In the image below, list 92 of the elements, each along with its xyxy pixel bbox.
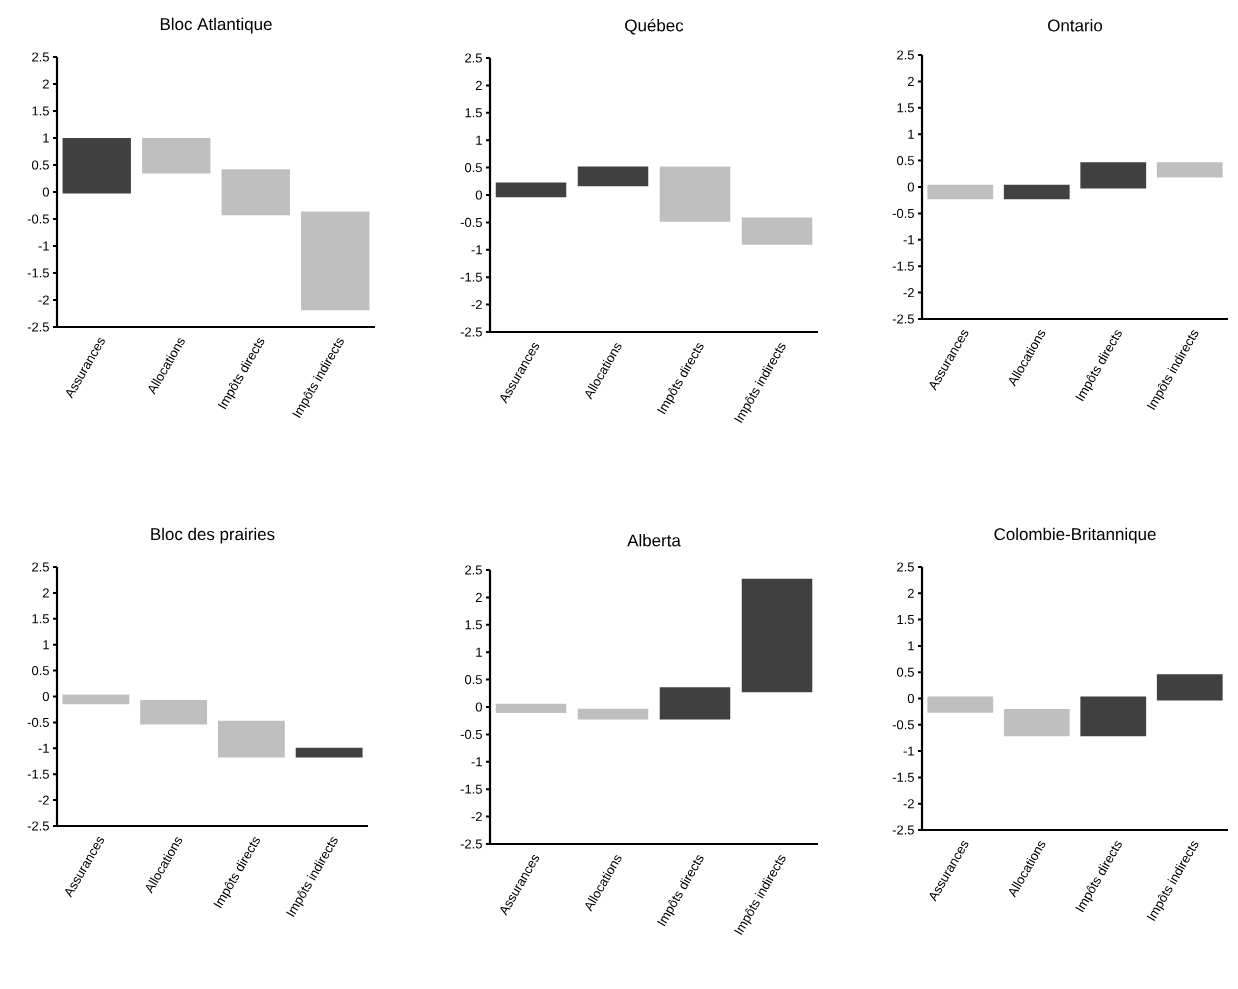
bar — [495, 182, 567, 198]
y-tick-label: 1 — [43, 133, 49, 143]
y-tick-label: -1.5 — [892, 772, 914, 782]
chart-title: Ontario — [1048, 19, 1103, 32]
chart-title: Québec — [625, 18, 684, 35]
y-tick-label: 1.5 — [32, 614, 49, 624]
bar — [1080, 696, 1147, 737]
y-tick-label: 2.5 — [32, 52, 49, 62]
bar — [62, 137, 131, 194]
y-tick-label: 1.5 — [465, 620, 482, 630]
y-tick-label: -2.5 — [27, 821, 49, 831]
y-tick-label: 0 — [475, 702, 482, 712]
y-tick-label: 2 — [907, 588, 914, 598]
bar — [301, 211, 370, 311]
bar — [927, 696, 994, 713]
y-tick-label: 0.5 — [896, 156, 914, 166]
y-tick-label: -1 — [471, 245, 482, 255]
bar — [577, 166, 649, 187]
y-tick-label: 1 — [476, 135, 482, 145]
y-tick-label: -2.5 — [460, 839, 482, 849]
y-tick-label: 2.5 — [897, 50, 914, 60]
y-tick-label: 1.5 — [897, 615, 914, 625]
y-tick-label: 2.5 — [32, 562, 49, 572]
bar — [62, 694, 130, 705]
y-tick-label: 2.5 — [465, 565, 482, 575]
y-tick-label: -1.5 — [27, 268, 49, 278]
bar — [1156, 674, 1223, 701]
bar — [1003, 709, 1070, 737]
y-tick-label: 0 — [42, 187, 49, 197]
y-tick-label: -2.5 — [27, 322, 49, 332]
chart-title: Alberta — [627, 534, 681, 547]
y-tick-label: 1 — [476, 647, 482, 657]
y-tick-label: -1.5 — [460, 784, 482, 794]
bar — [659, 166, 731, 222]
y-tick-label: 0 — [42, 691, 49, 702]
y-tick-label: 2 — [475, 592, 482, 602]
chart-title: Colombie-Britannique — [994, 527, 1156, 544]
y-tick-label: 2 — [475, 80, 482, 90]
y-tick-label: -1 — [471, 757, 482, 767]
bar — [741, 578, 813, 693]
y-tick-label: -0.5 — [27, 717, 49, 727]
y-tick-label: 0 — [907, 693, 914, 704]
y-tick-label: 0.5 — [31, 160, 49, 170]
y-tick-label: 2.5 — [465, 53, 482, 63]
bar — [142, 137, 211, 174]
chart-title: Bloc Atlantique — [160, 17, 272, 34]
y-tick-label: -0.5 — [27, 214, 49, 224]
bar — [741, 217, 813, 245]
y-tick-label: 2 — [42, 588, 49, 598]
bar — [140, 700, 208, 725]
y-tick-label: -2 — [471, 300, 482, 310]
y-tick-label: -1.5 — [27, 769, 49, 779]
bar — [659, 687, 731, 720]
y-tick-label: 1 — [908, 641, 914, 651]
y-tick-label: -0.5 — [892, 720, 914, 730]
y-tick-label: -0.5 — [460, 217, 482, 227]
y-tick-label: -1.5 — [892, 261, 914, 271]
y-tick-label: 1.5 — [465, 108, 482, 118]
bar — [295, 747, 363, 758]
y-tick-label: -2 — [38, 295, 49, 305]
y-tick-label: 1 — [43, 640, 49, 650]
chart-title: Bloc des prairies — [151, 527, 275, 544]
y-tick-label: 1.5 — [897, 103, 914, 113]
y-tick-label: 2 — [42, 79, 49, 89]
y-tick-label: -1 — [903, 746, 914, 756]
y-tick-label: 2 — [907, 76, 914, 86]
y-tick-label: -2.5 — [892, 314, 914, 324]
bar — [495, 703, 567, 714]
y-tick-label: -2 — [903, 288, 914, 298]
y-tick-label: -0.5 — [460, 729, 482, 739]
y-tick-label: -2 — [903, 799, 914, 809]
y-tick-label: 0.5 — [31, 666, 49, 676]
y-tick-label: -0.5 — [892, 208, 914, 218]
bar — [577, 708, 649, 720]
y-tick-label: -1 — [903, 235, 914, 245]
y-tick-label: 1 — [908, 129, 914, 139]
y-tick-label: -2.5 — [892, 825, 914, 835]
y-tick-label: 0.5 — [464, 162, 482, 173]
y-tick-label: -1.5 — [460, 272, 482, 282]
bar — [217, 720, 285, 758]
y-tick-label: 0.5 — [896, 667, 914, 677]
y-tick-label: 2.5 — [897, 562, 914, 572]
y-tick-label: -2 — [38, 795, 49, 805]
y-tick-label: -2 — [471, 812, 482, 822]
y-tick-label: 0 — [475, 190, 482, 200]
y-tick-label: 1.5 — [32, 106, 49, 116]
y-tick-label: 0.5 — [464, 675, 482, 685]
bar — [221, 169, 290, 216]
y-tick-label: -1 — [38, 743, 49, 753]
y-tick-label: 0 — [907, 182, 914, 192]
y-tick-label: -2.5 — [460, 327, 482, 337]
y-tick-label: -1 — [38, 241, 49, 251]
